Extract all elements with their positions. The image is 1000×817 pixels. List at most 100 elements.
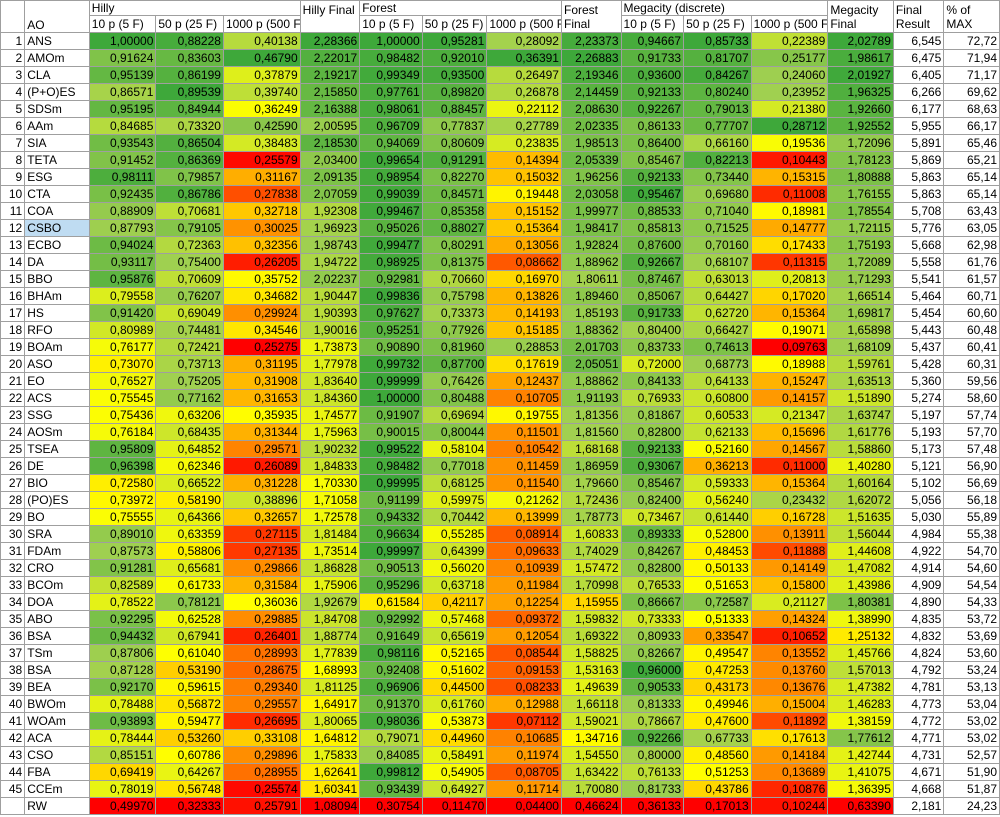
pct-max-cell[interactable]: 60,71 bbox=[943, 287, 1000, 305]
megacity-1000p-cell[interactable]: 0,22389 bbox=[750, 32, 829, 50]
table-row[interactable]: 6 AAm 0,84685 0,73320 0,42590 2,00595 0,96709 0… bbox=[0, 117, 1000, 135]
forest-50p-cell[interactable]: 0,80291 bbox=[421, 236, 488, 254]
megacity-10p-cell[interactable]: 0,81867 bbox=[620, 406, 685, 424]
hilly-1000p-cell[interactable]: 0,29571 bbox=[222, 440, 301, 458]
hilly-50p-cell[interactable]: 0,56748 bbox=[155, 780, 224, 798]
hilly-50p-cell[interactable]: 0,62528 bbox=[155, 610, 224, 628]
hilly-10p-cell[interactable]: 0,94432 bbox=[88, 627, 157, 645]
hilly-50p-cell[interactable]: 0,89539 bbox=[155, 83, 224, 101]
forest-10p-cell[interactable]: 0,94332 bbox=[359, 508, 423, 526]
pct-max-cell[interactable]: 53,72 bbox=[943, 610, 1000, 628]
hilly-final-cell[interactable]: 1,90232 bbox=[299, 440, 361, 458]
hilly-10p-cell[interactable]: 0,98111 bbox=[88, 168, 157, 186]
hilly-50p-cell[interactable]: 0,69049 bbox=[155, 304, 224, 322]
table-row[interactable]: 31 FDAm 0,87573 0,58806 0,27135 1,73514 0,9999… bbox=[0, 542, 1000, 560]
final-result-cell[interactable]: 5,708 bbox=[892, 202, 945, 220]
hilly-10p-cell[interactable]: 0,92295 bbox=[88, 610, 157, 628]
table-row[interactable]: 5 SDSm 0,95195 0,84944 0,36249 2,16388 0,98061… bbox=[0, 100, 1000, 118]
pct-max-cell[interactable]: 60,31 bbox=[943, 355, 1000, 373]
hilly-10p-cell[interactable]: 0,78488 bbox=[88, 695, 157, 713]
table-row[interactable]: 2 AMOm 0,91624 0,83603 0,46790 2,22017 0,98482… bbox=[0, 49, 1000, 67]
row-number-cell[interactable]: 14 bbox=[0, 253, 26, 271]
megacity-10p-cell[interactable]: 0,76133 bbox=[620, 763, 685, 781]
hilly-50p-cell[interactable]: 0,86199 bbox=[155, 66, 224, 84]
hilly-10p-cell[interactable]: 1,00000 bbox=[88, 32, 157, 50]
megacity-1000p-cell[interactable]: 0,18988 bbox=[750, 355, 829, 373]
hilly-50p-cell[interactable]: 0,72421 bbox=[155, 338, 224, 356]
megacity-50p-cell[interactable]: 0,47600 bbox=[683, 712, 752, 730]
ao-name-cell[interactable]: ESG bbox=[24, 168, 90, 186]
megacity-50p-cell[interactable]: 0,68773 bbox=[683, 355, 752, 373]
forest-10p-cell[interactable]: 1,00000 bbox=[359, 32, 423, 50]
hilly-final-cell[interactable]: 1,86828 bbox=[299, 559, 361, 577]
row-number-cell[interactable]: 40 bbox=[0, 695, 26, 713]
forest-10p-cell[interactable]: 0,96709 bbox=[359, 117, 423, 135]
table-row[interactable]: 18 RFO 0,80989 0,74481 0,34546 1,90016 0,95251… bbox=[0, 321, 1000, 339]
hilly-final-cell[interactable]: 1,90016 bbox=[299, 321, 361, 339]
pct-max-cell[interactable]: 53,60 bbox=[943, 644, 1000, 662]
megacity-50p-cell[interactable]: 0,85733 bbox=[683, 32, 752, 50]
row-number-cell[interactable]: 36 bbox=[0, 627, 26, 645]
hilly-10p-cell[interactable]: 0,91281 bbox=[88, 559, 157, 577]
megacity-1000p-cell[interactable]: 0,23432 bbox=[750, 491, 829, 509]
megacity-10p-cell[interactable]: 0,80400 bbox=[620, 321, 685, 339]
forest-10p-header[interactable]: 10 p (5 F) bbox=[359, 15, 423, 33]
table-row[interactable]: 42 ACA 0,78444 0,53260 0,33108 1,64812 0,79071… bbox=[0, 729, 1000, 747]
hilly-final-cell[interactable]: 1,90447 bbox=[299, 287, 361, 305]
hilly-50p-cell[interactable]: 0,53260 bbox=[155, 729, 224, 747]
hilly-1000p-cell[interactable]: 0,31584 bbox=[222, 576, 301, 594]
forest-50p-cell[interactable]: 0,89820 bbox=[421, 83, 488, 101]
row-number-cell[interactable]: 21 bbox=[0, 372, 26, 390]
forest-final-cell[interactable]: 1,78773 bbox=[560, 508, 622, 526]
hilly-1000p-cell[interactable]: 0,33108 bbox=[222, 729, 301, 747]
megacity-50p-cell[interactable]: 0,66427 bbox=[683, 321, 752, 339]
forest-50p-cell[interactable]: 0,76426 bbox=[421, 372, 488, 390]
forest-50p-cell[interactable]: 0,80609 bbox=[421, 134, 488, 152]
megacity-final-cell[interactable]: 1,60164 bbox=[827, 474, 894, 492]
megacity-50p-cell[interactable]: 0,62133 bbox=[683, 423, 752, 441]
megacity-final-cell[interactable]: 1,78123 bbox=[827, 151, 894, 169]
ao-name-cell[interactable]: EO bbox=[24, 372, 90, 390]
hilly-final-cell[interactable]: 1,62641 bbox=[299, 763, 361, 781]
row-number-cell[interactable]: 43 bbox=[0, 746, 26, 764]
megacity-final-cell[interactable]: 1,44608 bbox=[827, 542, 894, 560]
megacity-10p-cell[interactable]: 0,80000 bbox=[620, 746, 685, 764]
pct-max-cell[interactable]: 62,98 bbox=[943, 236, 1000, 254]
megacity-50p-cell[interactable]: 0,84267 bbox=[683, 66, 752, 84]
megacity-1000p-cell[interactable]: 0,16728 bbox=[750, 508, 829, 526]
ao-name-cell[interactable]: FDAm bbox=[24, 542, 90, 560]
table-row[interactable]: 37 TSm 0,87806 0,61040 0,28993 1,77839 0,98116… bbox=[0, 644, 1000, 662]
forest-group-header[interactable]: Forest bbox=[359, 0, 562, 16]
forest-1000p-cell[interactable]: 0,28092 bbox=[486, 32, 562, 50]
hilly-50p-cell[interactable]: 0,58190 bbox=[155, 491, 224, 509]
forest-50p-cell[interactable]: 0,64399 bbox=[421, 542, 488, 560]
forest-final-cell[interactable]: 1,86959 bbox=[560, 457, 622, 475]
hilly-50p-cell[interactable]: 0,59477 bbox=[155, 712, 224, 730]
pct-max-cell[interactable]: 55,38 bbox=[943, 525, 1000, 543]
forest-10p-cell[interactable]: 0,95026 bbox=[359, 219, 423, 237]
ao-name-cell[interactable]: BCOm bbox=[24, 576, 90, 594]
hilly-final-cell[interactable]: 1,70330 bbox=[299, 474, 361, 492]
table-row[interactable]: 3 CLA 0,95139 0,86199 0,37879 2,19217 0,99349 0… bbox=[0, 66, 1000, 84]
megacity-final-cell[interactable]: 1,92552 bbox=[827, 117, 894, 135]
hilly-final-cell[interactable]: 1,75833 bbox=[299, 746, 361, 764]
megacity-final-header[interactable]: Megacity Final bbox=[827, 0, 894, 33]
forest-final-cell[interactable]: 2,05339 bbox=[560, 151, 622, 169]
table-row[interactable]: 12 CSBO 0,87793 0,79105 0,30025 1,96923 0,9502… bbox=[0, 219, 1000, 237]
forest-final-cell[interactable]: 1,58825 bbox=[560, 644, 622, 662]
final-result-cell[interactable]: 5,274 bbox=[892, 389, 945, 407]
hilly-1000p-cell[interactable]: 0,38483 bbox=[222, 134, 301, 152]
forest-10p-cell[interactable]: 0,90513 bbox=[359, 559, 423, 577]
row-number-cell[interactable]: 8 bbox=[0, 151, 26, 169]
hilly-10p-cell[interactable]: 0,93893 bbox=[88, 712, 157, 730]
forest-1000p-cell[interactable]: 0,26497 bbox=[486, 66, 562, 84]
ao-name-cell[interactable]: CSO bbox=[24, 746, 90, 764]
forest-10p-cell[interactable]: 0,79071 bbox=[359, 729, 423, 747]
pct-max-cell[interactable]: 55,89 bbox=[943, 508, 1000, 526]
forest-50p-cell[interactable]: 0,81375 bbox=[421, 253, 488, 271]
forest-final-cell[interactable]: 1,59021 bbox=[560, 712, 622, 730]
hilly-final-cell[interactable]: 1,73873 bbox=[299, 338, 361, 356]
hilly-final-header[interactable]: Hilly Final bbox=[299, 0, 361, 33]
pct-max-cell[interactable]: 56,18 bbox=[943, 491, 1000, 509]
forest-50p-cell[interactable]: 0,52165 bbox=[421, 644, 488, 662]
